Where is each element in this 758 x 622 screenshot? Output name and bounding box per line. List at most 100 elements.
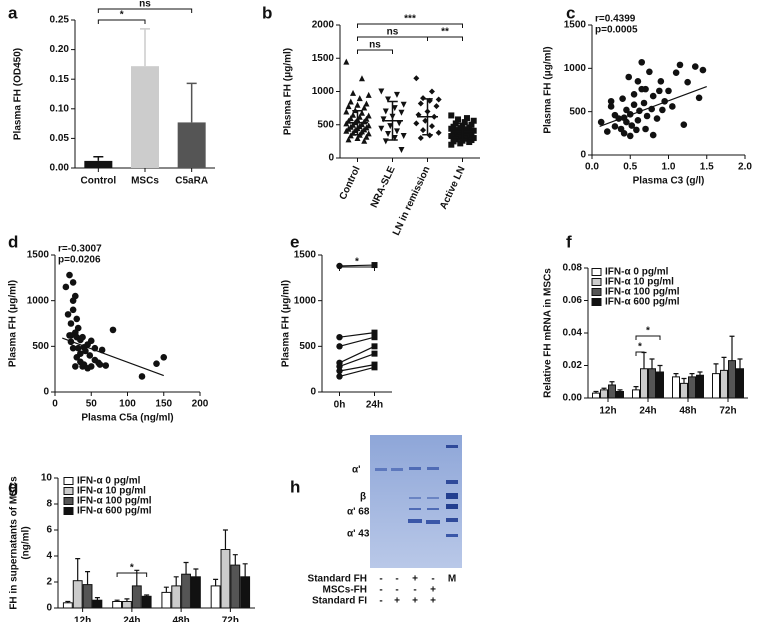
legend-label: IFN-α 600 pg/ml [605, 297, 680, 308]
data-point [96, 361, 104, 368]
x-tick-label: 72h [719, 406, 736, 417]
annotation: r=0.4399 [595, 14, 636, 25]
data-point [336, 343, 343, 350]
legend-label: IFN-α 0 pg/ml [77, 476, 141, 487]
data-point [659, 106, 666, 114]
data-point [102, 362, 110, 369]
band-label: α' 43 [347, 529, 370, 540]
significance-bracket [357, 49, 393, 54]
data-point [428, 88, 435, 95]
data-point [358, 128, 365, 135]
data-point [633, 126, 640, 134]
legend-swatch [591, 268, 602, 276]
y-tick-label: 0.25 [50, 15, 70, 26]
data-point [448, 141, 455, 148]
data-point [656, 87, 663, 95]
sd-bar [352, 110, 363, 136]
data-point [345, 136, 352, 143]
significance-bracket [635, 335, 661, 340]
fit-line [62, 337, 164, 377]
data-point [66, 271, 73, 279]
data-point [363, 133, 370, 140]
data-point [371, 364, 378, 371]
bar [736, 368, 744, 399]
data-point [365, 130, 372, 137]
y-axis-label: Plasma FH (μg/ml) [283, 48, 294, 135]
data-point [642, 125, 649, 133]
y-tick-label: 8 [46, 499, 52, 510]
bar [240, 576, 251, 609]
y-tick-label: 1000 [564, 63, 587, 74]
bar [190, 576, 201, 609]
error-bar [713, 363, 719, 374]
bar [181, 573, 191, 609]
data-point [393, 128, 400, 135]
x-tick-label: 150 [155, 399, 172, 410]
y-tick-label: 0.08 [563, 263, 583, 274]
bar [616, 391, 624, 399]
significance-bracket [427, 36, 463, 41]
data-point [69, 297, 77, 304]
y-tick-label: 0 [328, 153, 334, 164]
significance-label: ns [139, 0, 151, 10]
bar [600, 389, 608, 399]
error-bar [609, 381, 615, 385]
data-point [695, 94, 703, 102]
data-point [361, 137, 368, 144]
data-point [67, 320, 75, 327]
panel-letter: d [8, 232, 18, 251]
data-point [435, 96, 442, 103]
y-tick-label: 0.15 [50, 74, 70, 85]
data-point [657, 78, 665, 85]
data-point [638, 58, 646, 66]
x-axis-label: Plasma C5a (ng/ml) [81, 413, 173, 424]
data-point [378, 88, 385, 95]
panel-letter: f [566, 232, 572, 251]
significance-label: * [355, 257, 359, 268]
data-point [649, 92, 657, 100]
lane-mark: M [448, 574, 456, 585]
x-tick-label: 48h [173, 616, 190, 622]
lane-mark: + [430, 596, 436, 607]
x-tick-label: 2.0 [738, 162, 752, 173]
data-point [358, 75, 365, 82]
data-point [347, 98, 354, 105]
data-point [413, 120, 420, 127]
panel-letter: g [8, 477, 18, 496]
data-point [336, 367, 343, 375]
error-bar [633, 386, 639, 390]
bar [62, 602, 73, 609]
y-tick-label: 1500 [312, 53, 335, 64]
data-point [626, 132, 634, 140]
y-tick-label: 2 [46, 577, 52, 588]
legend-swatch [63, 477, 74, 485]
bar [141, 595, 152, 609]
data-point [365, 112, 372, 119]
data-point [356, 95, 363, 102]
legend-swatch [591, 288, 602, 296]
legend-swatch [63, 507, 74, 515]
gel-image [370, 435, 462, 568]
x-tick-label: Control [81, 176, 117, 187]
y-tick-label: 0.02 [563, 360, 583, 371]
bar [688, 376, 696, 399]
y-tick-label: 500 [32, 341, 49, 352]
bar [230, 564, 241, 609]
significance-label: * [638, 342, 642, 353]
data-point [67, 332, 75, 339]
data-point [684, 78, 691, 86]
lane-mark: + [394, 596, 400, 607]
data-point [634, 78, 642, 85]
y-axis-label: (ng/ml) [21, 526, 32, 559]
y-tick-label: 10 [41, 473, 53, 484]
significance-label: * [120, 10, 124, 21]
data-point [638, 85, 646, 93]
legend-label: IFN-α 10 pg/ml [77, 486, 146, 497]
data-point [382, 108, 389, 115]
x-tick-label: 12h [74, 616, 91, 622]
pair-line [339, 366, 375, 378]
data-point [628, 122, 636, 129]
annotation: p=0.0206 [58, 255, 101, 266]
bar [712, 373, 720, 399]
error-bar [721, 356, 727, 371]
